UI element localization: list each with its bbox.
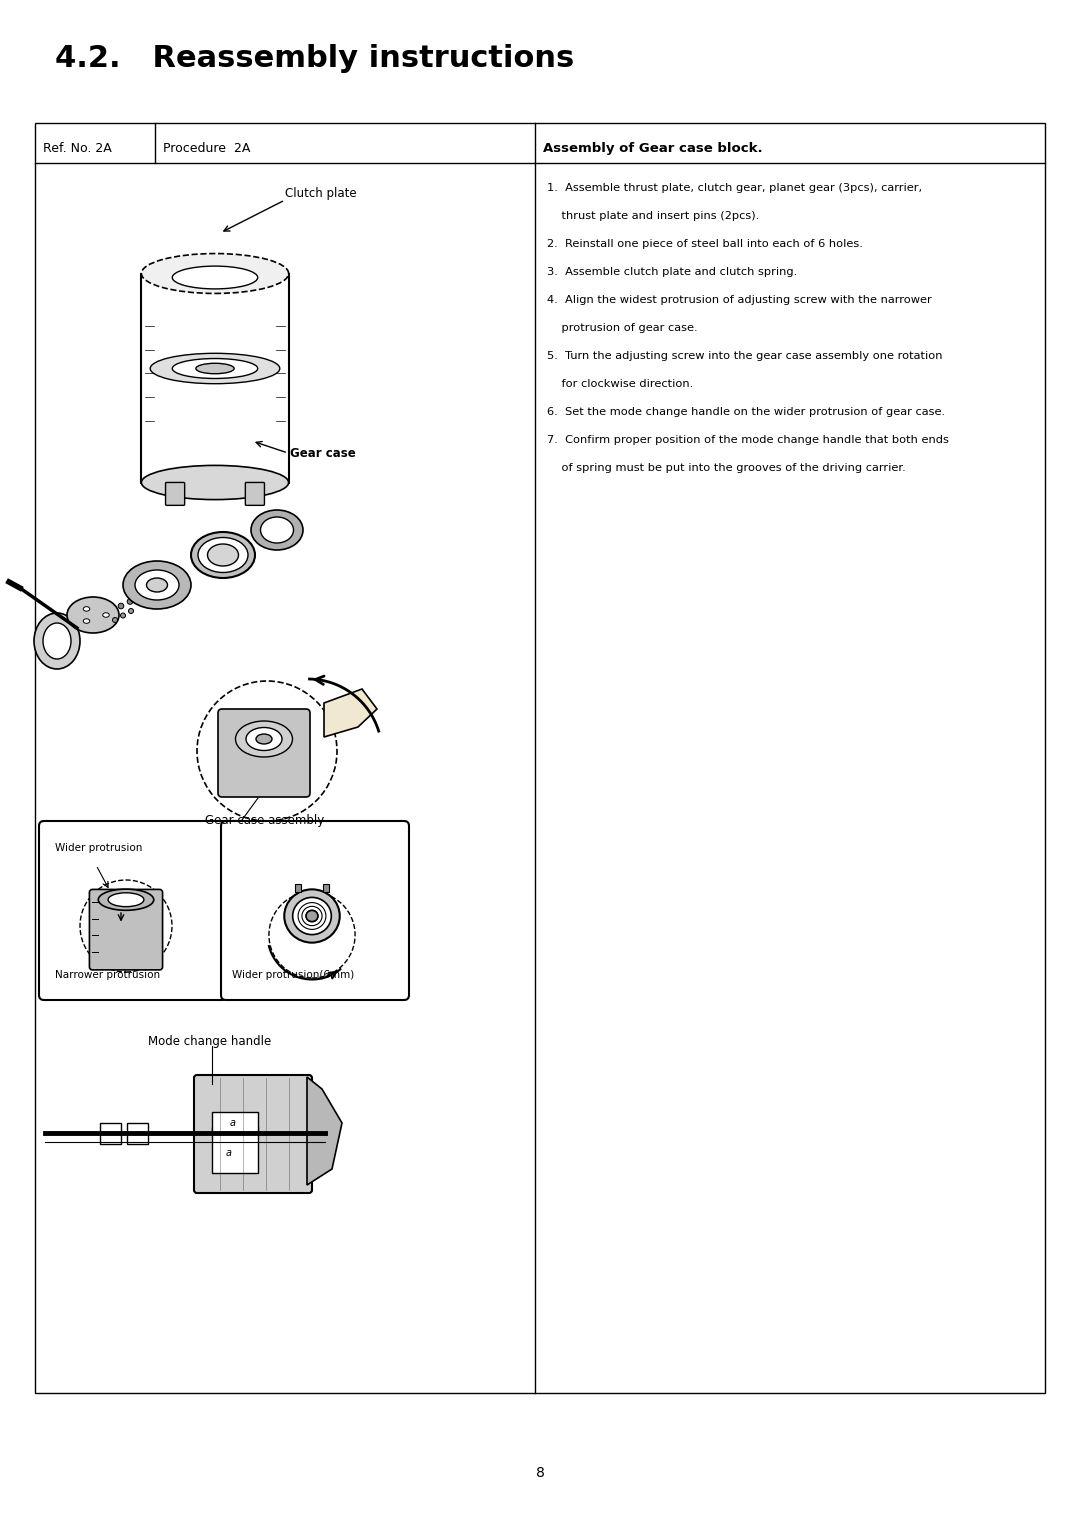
Ellipse shape [141, 466, 288, 500]
Ellipse shape [33, 613, 80, 669]
Circle shape [127, 599, 133, 604]
Ellipse shape [284, 889, 340, 943]
Text: 3.  Assemble clutch plate and clutch spring.: 3. Assemble clutch plate and clutch spri… [546, 267, 797, 277]
FancyBboxPatch shape [218, 709, 310, 798]
Text: Gear case: Gear case [291, 446, 355, 460]
Circle shape [136, 594, 141, 601]
FancyBboxPatch shape [39, 821, 227, 999]
Bar [35, 122, 1045, 1394]
Ellipse shape [173, 359, 258, 379]
Ellipse shape [67, 597, 119, 633]
Text: 8: 8 [536, 1465, 544, 1481]
FancyBboxPatch shape [194, 1076, 312, 1193]
Ellipse shape [246, 727, 282, 750]
Bar [212, 1128, 258, 1174]
Circle shape [112, 617, 118, 622]
Ellipse shape [141, 254, 288, 293]
Ellipse shape [150, 353, 280, 384]
Text: Wider protrusion: Wider protrusion [55, 843, 143, 853]
Text: a: a [230, 1118, 237, 1128]
Ellipse shape [83, 607, 90, 611]
Text: Ref. No. 2A: Ref. No. 2A [43, 142, 111, 154]
Text: Procedure  2A: Procedure 2A [163, 142, 251, 154]
Ellipse shape [123, 561, 191, 610]
Text: 4.2.   Reassembly instructions: 4.2. Reassembly instructions [55, 43, 575, 72]
Text: 5.  Turn the adjusting screw into the gear case assembly one rotation: 5. Turn the adjusting screw into the gea… [546, 351, 943, 361]
Ellipse shape [173, 266, 258, 289]
Ellipse shape [191, 532, 255, 578]
Text: Gear case assembly: Gear case assembly [205, 813, 324, 827]
Text: 4.  Align the widest protrusion of adjusting screw with the narrower: 4. Align the widest protrusion of adjust… [546, 295, 932, 306]
Ellipse shape [251, 510, 303, 550]
Bar [323, 883, 329, 892]
Ellipse shape [83, 619, 90, 623]
FancyBboxPatch shape [221, 821, 409, 999]
Ellipse shape [293, 897, 332, 935]
Text: 7.  Confirm proper position of the mode change handle that both ends: 7. Confirm proper position of the mode c… [546, 435, 949, 445]
Ellipse shape [98, 889, 153, 911]
FancyBboxPatch shape [165, 483, 185, 506]
Text: a: a [226, 1148, 232, 1158]
Text: 6.  Set the mode change handle on the wider protrusion of gear case.: 6. Set the mode change handle on the wid… [546, 406, 945, 417]
Ellipse shape [198, 538, 248, 573]
Ellipse shape [256, 733, 272, 744]
FancyBboxPatch shape [90, 889, 163, 970]
Circle shape [118, 604, 124, 608]
Circle shape [129, 608, 134, 614]
Ellipse shape [103, 613, 109, 617]
Text: for clockwise direction.: for clockwise direction. [546, 379, 693, 390]
Ellipse shape [108, 892, 144, 906]
Bar [127, 1123, 148, 1144]
Bar [212, 1112, 258, 1132]
Ellipse shape [43, 623, 71, 659]
Ellipse shape [207, 544, 239, 565]
Bar [100, 1123, 121, 1144]
Ellipse shape [235, 721, 293, 756]
Text: Assembly of Gear case block.: Assembly of Gear case block. [543, 142, 762, 154]
Polygon shape [307, 1077, 342, 1186]
Ellipse shape [147, 578, 167, 591]
Text: Narrower protrusion: Narrower protrusion [55, 970, 160, 979]
Text: thrust plate and insert pins (2pcs).: thrust plate and insert pins (2pcs). [546, 211, 759, 222]
Ellipse shape [195, 364, 234, 374]
Ellipse shape [306, 911, 318, 921]
Bar [295, 883, 301, 892]
Text: Wider protrusion(6mm): Wider protrusion(6mm) [232, 970, 354, 979]
Polygon shape [324, 689, 377, 736]
Ellipse shape [135, 570, 179, 601]
Text: Mode change handle: Mode change handle [148, 1034, 271, 1048]
Ellipse shape [260, 516, 294, 542]
Text: 1.  Assemble thrust plate, clutch gear, planet gear (3pcs), carrier,: 1. Assemble thrust plate, clutch gear, p… [546, 183, 922, 193]
Text: protrusion of gear case.: protrusion of gear case. [546, 322, 698, 333]
Circle shape [121, 613, 125, 617]
Text: of spring must be put into the grooves of the driving carrier.: of spring must be put into the grooves o… [546, 463, 906, 474]
FancyBboxPatch shape [245, 483, 265, 506]
Text: 2.  Reinstall one piece of steel ball into each of 6 holes.: 2. Reinstall one piece of steel ball int… [546, 238, 863, 249]
Text: Clutch plate: Clutch plate [285, 186, 356, 200]
